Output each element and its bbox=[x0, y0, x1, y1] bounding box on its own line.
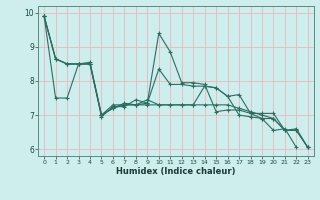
X-axis label: Humidex (Indice chaleur): Humidex (Indice chaleur) bbox=[116, 167, 236, 176]
